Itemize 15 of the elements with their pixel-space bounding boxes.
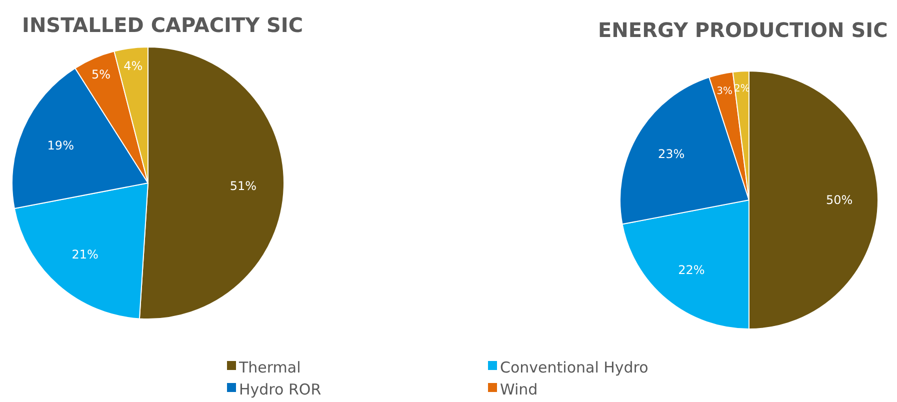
data-label: 4% — [124, 58, 143, 73]
legend-label: Wind — [500, 380, 538, 398]
data-label: 21% — [72, 248, 98, 262]
data-label: 19% — [47, 138, 74, 152]
data-label: 23% — [658, 147, 685, 162]
chart-title: INSTALLED CAPACITY SIC — [22, 13, 304, 37]
data-label: 22% — [678, 262, 705, 277]
data-label: 3% — [716, 86, 732, 97]
data-label: 50% — [826, 193, 853, 208]
chart-title: ENERGY PRODUCTION SIC — [598, 18, 888, 42]
data-label: 51% — [230, 179, 256, 194]
legend-label: Conventional Hydro — [500, 358, 648, 376]
data-label: 5% — [91, 68, 111, 82]
legend-label: Thermal — [238, 358, 301, 376]
legend-label: Hydro ROR — [239, 380, 322, 398]
